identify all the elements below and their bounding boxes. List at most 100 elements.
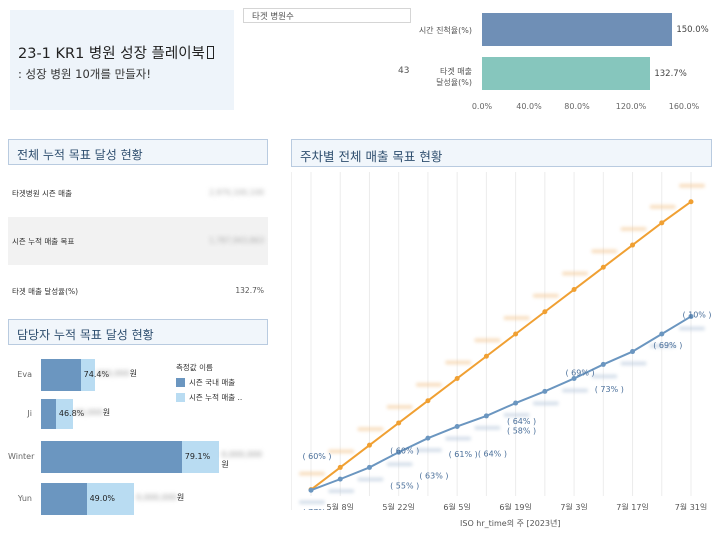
summary-bar-value-time: 150.0% bbox=[676, 25, 709, 35]
summary-axis-tick: 0.0% bbox=[471, 102, 493, 111]
series-point-actual[interactable] bbox=[600, 361, 606, 367]
pct-annotation: ( 60% ) bbox=[390, 446, 419, 455]
dashboard-title-text: 23-1 KR1 병원 성장 플레이북 bbox=[18, 46, 205, 62]
summary-bar-time-progress[interactable] bbox=[482, 13, 673, 46]
series-point-target[interactable] bbox=[396, 420, 402, 426]
kpi-row-cumulative-target: 시즌 누적 매출 목표 1,787,943,863 bbox=[8, 217, 268, 265]
value-label-blur bbox=[562, 388, 589, 393]
series-point-target[interactable] bbox=[688, 199, 694, 205]
series-point-actual[interactable] bbox=[630, 349, 636, 355]
rep-amount: 00,000원 bbox=[75, 407, 110, 418]
pct-annotation: ( 69% ) bbox=[566, 368, 595, 377]
kpi-value: 2,970,100,100 bbox=[209, 188, 264, 197]
rep-actual-bar[interactable] bbox=[41, 399, 56, 429]
kpi-label: 타겟병원 시즌 매출 bbox=[12, 189, 72, 198]
kpi-value: 1,787,943,863 bbox=[209, 236, 264, 245]
series-point-actual[interactable] bbox=[425, 435, 431, 441]
weekly-x-axis-title: ISO hr_time의 주 [2023년] bbox=[460, 519, 561, 528]
cumulative-section-header: 전체 누적 목표 달성 현황 bbox=[8, 139, 268, 165]
rep-amount-unit: 원 bbox=[176, 493, 185, 502]
series-point-target[interactable] bbox=[571, 287, 577, 293]
series-point-actual[interactable] bbox=[659, 331, 665, 337]
kpi-row-achievement-rate: 타겟 매출 달성율(%) 132.7% bbox=[8, 274, 268, 310]
rep-achievement-pct: 46.8% bbox=[58, 409, 85, 418]
series-point-target[interactable] bbox=[425, 398, 431, 404]
summary-bar-target-achievement[interactable] bbox=[482, 57, 651, 90]
rep-amount-blurred: 0,000,000 bbox=[221, 450, 263, 459]
series-point-actual[interactable] bbox=[396, 449, 402, 455]
rep-amount-blurred: 000,000 bbox=[96, 369, 130, 378]
weekly-line-chart: 5월 8일 5월 22일 6월 5일 6월 19일 7월 3일 7월 17일 7월 31일 (… bbox=[290, 172, 712, 517]
rep-actual-bar[interactable] bbox=[41, 359, 81, 391]
series-point-target[interactable] bbox=[454, 375, 460, 381]
summary-axis-tick: 80.0% bbox=[564, 102, 590, 111]
kpi-label: 타겟 매출 달성율(%) bbox=[12, 287, 79, 296]
kpi-label: 시즌 누적 매출 목표 bbox=[12, 237, 75, 246]
rep-achievement-pct: 74.4% bbox=[83, 370, 110, 379]
rep-actual-bar[interactable] bbox=[41, 483, 87, 515]
pct-annotation: ( 77% ) bbox=[302, 508, 331, 510]
series-point-actual[interactable] bbox=[542, 388, 548, 394]
series-point-actual[interactable] bbox=[337, 476, 343, 482]
value-label-blur bbox=[357, 477, 384, 482]
rep-achievement-pct: 79.1% bbox=[184, 452, 211, 461]
series-point-actual[interactable] bbox=[483, 413, 489, 419]
value-label-blur bbox=[649, 204, 676, 209]
value-label-blur bbox=[562, 271, 589, 276]
rep-name-eva: Eva bbox=[17, 370, 32, 379]
series-point-target[interactable] bbox=[542, 309, 548, 315]
rep-legend: 측정값 이름 시즌 국내 매출 시즌 누적 매출 .. bbox=[176, 362, 242, 403]
rep-section-header: 담당자 누적 목표 달성 현황 bbox=[8, 319, 268, 345]
legend-item-actual[interactable]: 시즌 국내 매출 bbox=[176, 377, 242, 388]
series-point-actual[interactable] bbox=[308, 487, 314, 493]
series-point-target[interactable] bbox=[659, 220, 665, 226]
rep-amount-unit: 원 bbox=[102, 408, 111, 417]
series-point-target[interactable] bbox=[513, 331, 519, 337]
x-tick-label: 7월 31일 bbox=[675, 502, 708, 510]
legend-title: 측정값 이름 bbox=[176, 363, 213, 372]
value-label-blur bbox=[415, 382, 442, 387]
kpi-row-season-revenue: 타겟병원 시즌 매출 2,970,100,100 bbox=[8, 176, 268, 212]
summary-axis-tick: 120.0% bbox=[615, 102, 647, 111]
value-label-blur bbox=[532, 293, 559, 298]
dashboard-subtitle: : 성장 병원 10개를 만들자! bbox=[18, 67, 151, 81]
dashboard-title: 23-1 KR1 병원 성장 플레이북 bbox=[18, 42, 214, 63]
value-label-blur bbox=[299, 500, 325, 505]
series-point-actual[interactable] bbox=[366, 464, 372, 470]
series-point-target[interactable] bbox=[483, 353, 489, 359]
rep-amount-unit: 원 bbox=[129, 369, 137, 378]
series-line-actual[interactable] bbox=[310, 315, 692, 492]
x-tick-label: 7월 17일 bbox=[616, 502, 649, 510]
rep-actual-bar[interactable] bbox=[41, 441, 182, 473]
series-point-actual[interactable] bbox=[513, 400, 519, 406]
summary-bar-value-target: 132.7% bbox=[654, 69, 687, 79]
series-point-target[interactable] bbox=[630, 242, 636, 248]
pct-annotation: ( 63% ) bbox=[419, 472, 448, 481]
series-point-actual[interactable] bbox=[454, 423, 460, 429]
pct-annotation: ( 69% ) bbox=[653, 341, 682, 350]
series-point-actual[interactable] bbox=[571, 375, 577, 381]
value-label-blur bbox=[620, 361, 647, 366]
pct-annotation: ( 61% ) bbox=[449, 450, 478, 459]
missing-glyph-icon bbox=[206, 46, 214, 59]
value-label-blur bbox=[415, 448, 442, 453]
x-tick-label: 6월 5일 bbox=[443, 502, 470, 510]
target-hospital-filter[interactable]: 타겟 병원수 bbox=[243, 8, 411, 23]
x-tick-label: 5월 22일 bbox=[382, 502, 415, 510]
value-label-blur bbox=[299, 471, 325, 476]
series-point-actual[interactable] bbox=[688, 313, 694, 319]
weekly-section-header: 주차별 전체 매출 목표 현황 bbox=[291, 139, 712, 167]
value-label-blur bbox=[679, 326, 705, 331]
value-label-blur bbox=[591, 374, 618, 379]
series-point-target[interactable] bbox=[337, 464, 343, 470]
pct-annotation: ( 58% ) bbox=[507, 427, 536, 436]
title-card: 23-1 KR1 병원 성장 플레이북 : 성장 병원 10개를 만들자! bbox=[10, 10, 234, 110]
series-point-target[interactable] bbox=[600, 264, 606, 270]
kpi-value: 132.7% bbox=[235, 286, 264, 295]
series-point-target[interactable] bbox=[366, 442, 372, 448]
value-label-blur bbox=[679, 183, 705, 188]
legend-item-target[interactable]: 시즌 누적 매출 .. bbox=[176, 392, 242, 403]
pct-annotation: ( 64% ) bbox=[478, 449, 507, 458]
series-line-target[interactable] bbox=[310, 200, 692, 491]
rep-name-yun: Yun bbox=[17, 494, 32, 503]
